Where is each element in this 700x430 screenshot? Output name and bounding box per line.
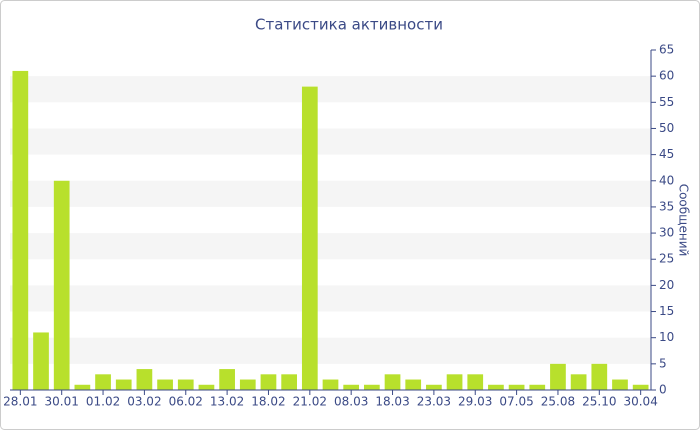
bar: [529, 384, 546, 390]
x-tick-label: 06.02: [169, 395, 203, 409]
bar: [363, 384, 380, 390]
x-tick-label: 25.10: [582, 395, 616, 409]
bar: [136, 369, 153, 390]
y-tick-label: 35: [659, 199, 674, 213]
grid-stripe: [10, 337, 651, 364]
bar: [570, 374, 587, 390]
x-tick-label: 30.04: [623, 395, 657, 409]
bar: [632, 384, 649, 390]
bar: [74, 384, 91, 390]
y-axis-label: Сообщений: [677, 184, 691, 257]
x-tick-label: 30.01: [45, 395, 79, 409]
chart-title: Статистика активности: [255, 16, 443, 34]
bar: [198, 384, 215, 390]
x-tick-label: 18.02: [251, 395, 285, 409]
y-tick-label: 25: [659, 252, 674, 266]
bar: [177, 379, 194, 390]
bar: [426, 384, 442, 390]
grid-stripe: [10, 76, 651, 103]
y-tick-label: 60: [659, 69, 674, 83]
x-tick-label: 08.03: [334, 395, 368, 409]
bar: [219, 369, 235, 390]
bar: [550, 363, 566, 390]
x-tick-label: 18.03: [375, 395, 409, 409]
bar: [612, 379, 628, 390]
y-tick-label: 10: [659, 330, 674, 344]
x-tick-label: 29.03: [458, 395, 492, 409]
x-tick-label: 13.02: [210, 395, 244, 409]
y-tick-label: 55: [659, 95, 674, 109]
bar: [467, 374, 484, 390]
bar: [260, 374, 277, 390]
x-tick-label: 25.08: [541, 395, 575, 409]
bar: [405, 379, 422, 390]
x-tick-label: 21.02: [293, 395, 327, 409]
bar: [488, 384, 504, 390]
y-tick-label: 0: [659, 383, 667, 397]
bar: [508, 384, 525, 390]
bar: [446, 374, 463, 390]
x-tick-label: 03.02: [127, 395, 161, 409]
bar: [591, 363, 608, 390]
x-tick-label: 23.03: [417, 395, 451, 409]
bar: [384, 374, 401, 390]
y-tick-label: 30: [659, 226, 674, 240]
x-tick-label: 01.02: [86, 395, 120, 409]
y-tick-label: 20: [659, 278, 674, 292]
bar: [33, 332, 49, 390]
y-tick-label: 45: [659, 147, 674, 161]
grid-stripe: [10, 233, 651, 260]
bar: [239, 379, 256, 390]
y-tick-label: 40: [659, 173, 674, 187]
bar: [281, 374, 298, 390]
bar: [322, 379, 339, 390]
x-tick-label: 07.05: [499, 395, 533, 409]
y-tick-label: 65: [659, 43, 674, 57]
y-tick-label: 50: [659, 121, 674, 135]
bar: [53, 180, 70, 390]
grid-stripe: [10, 285, 651, 312]
bar: [343, 384, 360, 390]
y-tick-label: 5: [659, 356, 667, 370]
x-tick-label: 28.01: [3, 395, 37, 409]
bar: [12, 70, 29, 390]
bar: [301, 86, 318, 390]
bar: [115, 379, 132, 390]
y-tick-label: 15: [659, 304, 674, 318]
grid-stripe: [10, 180, 651, 207]
bar: [157, 379, 173, 390]
grid-stripe: [10, 128, 651, 155]
bar: [95, 374, 111, 390]
